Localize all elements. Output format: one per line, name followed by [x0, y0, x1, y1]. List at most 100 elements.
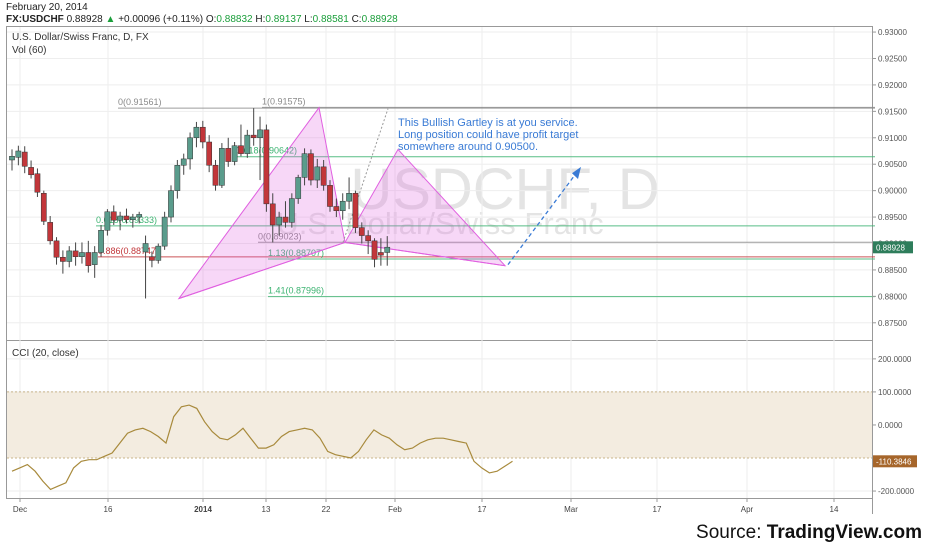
candle-body [257, 129, 263, 139]
last-cci-label: -110.3846 [876, 457, 912, 466]
projection-arrow-head [572, 166, 581, 180]
fib-level-label: 0.886(0.88747) [98, 246, 159, 256]
price-tick-label: 0.87500 [878, 319, 907, 328]
candle-body [136, 214, 143, 218]
source-name: TradingView.com [766, 522, 922, 543]
price-tick-label: 0.93000 [878, 28, 907, 37]
time-tick-label: 17 [478, 505, 487, 514]
time-tick-label: 2014 [194, 505, 212, 514]
price-pane[interactable] [6, 26, 873, 341]
up-arrow-icon: ▲ [105, 14, 116, 25]
high-label: H: [255, 14, 266, 25]
candle-body [231, 145, 238, 162]
candle-body [21, 151, 28, 167]
candle-body [295, 177, 302, 199]
candle-body [276, 216, 282, 226]
candle-body [244, 134, 251, 154]
price-tick-label: 0.92500 [878, 54, 907, 63]
candle-body [149, 256, 155, 261]
fib-level-label: 0(0.89023) [258, 231, 302, 241]
candle-body [371, 240, 378, 260]
price-change: +0.00096 (+0.11%) [118, 14, 204, 25]
candle-body [193, 126, 200, 139]
cci-tick-label: -200.0000 [878, 487, 915, 496]
candle-body [225, 148, 232, 162]
time-tick-label: 17 [653, 505, 662, 514]
candle-body [40, 193, 47, 222]
cci-line [11, 404, 513, 491]
candle-body [142, 243, 149, 253]
cci-band [7, 391, 872, 458]
chart-date: February 20, 2014 [6, 2, 88, 13]
candle-body [66, 250, 73, 262]
watermark-name: U.S. Dollar/Swiss Franc [276, 206, 603, 241]
chart-canvas[interactable]: USDCHF, D U.S. Dollar/Swiss Franc 0(0.91… [0, 24, 932, 544]
cci-tick-label: 100.0000 [878, 388, 912, 397]
price-tick-label: 0.90000 [878, 187, 907, 196]
gartley-xb-line [178, 241, 346, 299]
time-tick-label: Apr [741, 505, 754, 514]
chart-title: U.S. Dollar/Swiss Franc, D, FX [12, 32, 149, 43]
source-credit: Source: TradingView.com [696, 522, 922, 544]
candle-body [384, 246, 391, 253]
price-tick-label: 0.90500 [878, 160, 907, 169]
candle-body [238, 145, 244, 154]
candle-body [282, 216, 289, 223]
candle-body [168, 190, 174, 218]
price-tick-label: 0.92000 [878, 81, 907, 90]
candle-body [104, 211, 111, 231]
candle-body [117, 215, 123, 221]
annotation-line-2: Long position could have profit target [398, 129, 578, 141]
gartley-bd-line [344, 241, 506, 267]
candle-body [34, 173, 41, 193]
candle-body [174, 165, 181, 191]
candle-body [110, 211, 117, 221]
time-tick-label: Dec [13, 505, 27, 514]
candle-body [72, 250, 79, 257]
time-tick-label: Feb [388, 505, 402, 514]
candle-body [333, 206, 340, 211]
fib-level-label: 0(0.91561) [118, 97, 162, 107]
time-tick-label: 13 [262, 505, 271, 514]
candle-body [79, 252, 85, 257]
candle-body [161, 216, 168, 247]
symbol-name: FX:USDCHF [6, 14, 64, 25]
candle-body [155, 245, 162, 261]
candle-body [85, 252, 92, 266]
time-tick-label: Mar [564, 505, 578, 514]
candle-body [53, 240, 60, 258]
projection-arrow-line [507, 169, 580, 266]
fib-level-label: 1.13(0.88707) [268, 248, 324, 258]
candle-body [206, 141, 213, 166]
annotation-line-3: somewhere around 0.90500. [398, 141, 538, 153]
price-tick-label: 0.88000 [878, 292, 907, 301]
gartley-retrace-line [342, 108, 389, 243]
last-price-marker [873, 241, 913, 254]
candle-body [91, 252, 98, 265]
candle-body [301, 153, 308, 178]
last-cci-marker [873, 455, 917, 468]
candle-body [358, 227, 365, 236]
candle-body [263, 129, 270, 205]
candle-body [187, 137, 193, 160]
candle-body [314, 166, 321, 181]
open-label: O: [205, 14, 217, 25]
price-tick-label: 0.89500 [878, 213, 907, 222]
candle-body [98, 230, 104, 253]
candle-body [129, 216, 136, 220]
cci-title: CCI (20, close) [12, 348, 79, 359]
watermark-symbol: USDCHF, D [350, 157, 659, 222]
candle-body [339, 200, 346, 211]
candle-body [269, 203, 276, 226]
last-price-label: 0.88928 [876, 243, 905, 252]
price-tick-label: 0.91500 [878, 107, 907, 116]
candle-body [327, 185, 333, 207]
candle-body [219, 148, 225, 186]
annotation-line-1: This Bullish Gartley is at you service. [398, 117, 578, 129]
candle-body [15, 150, 22, 158]
price-tick-label: 0.91000 [878, 134, 907, 143]
candle-body [346, 193, 352, 202]
time-tick-label: 16 [104, 505, 113, 514]
fib-level-label: 1(0.91575) [262, 96, 306, 106]
close-label: C: [351, 14, 362, 25]
